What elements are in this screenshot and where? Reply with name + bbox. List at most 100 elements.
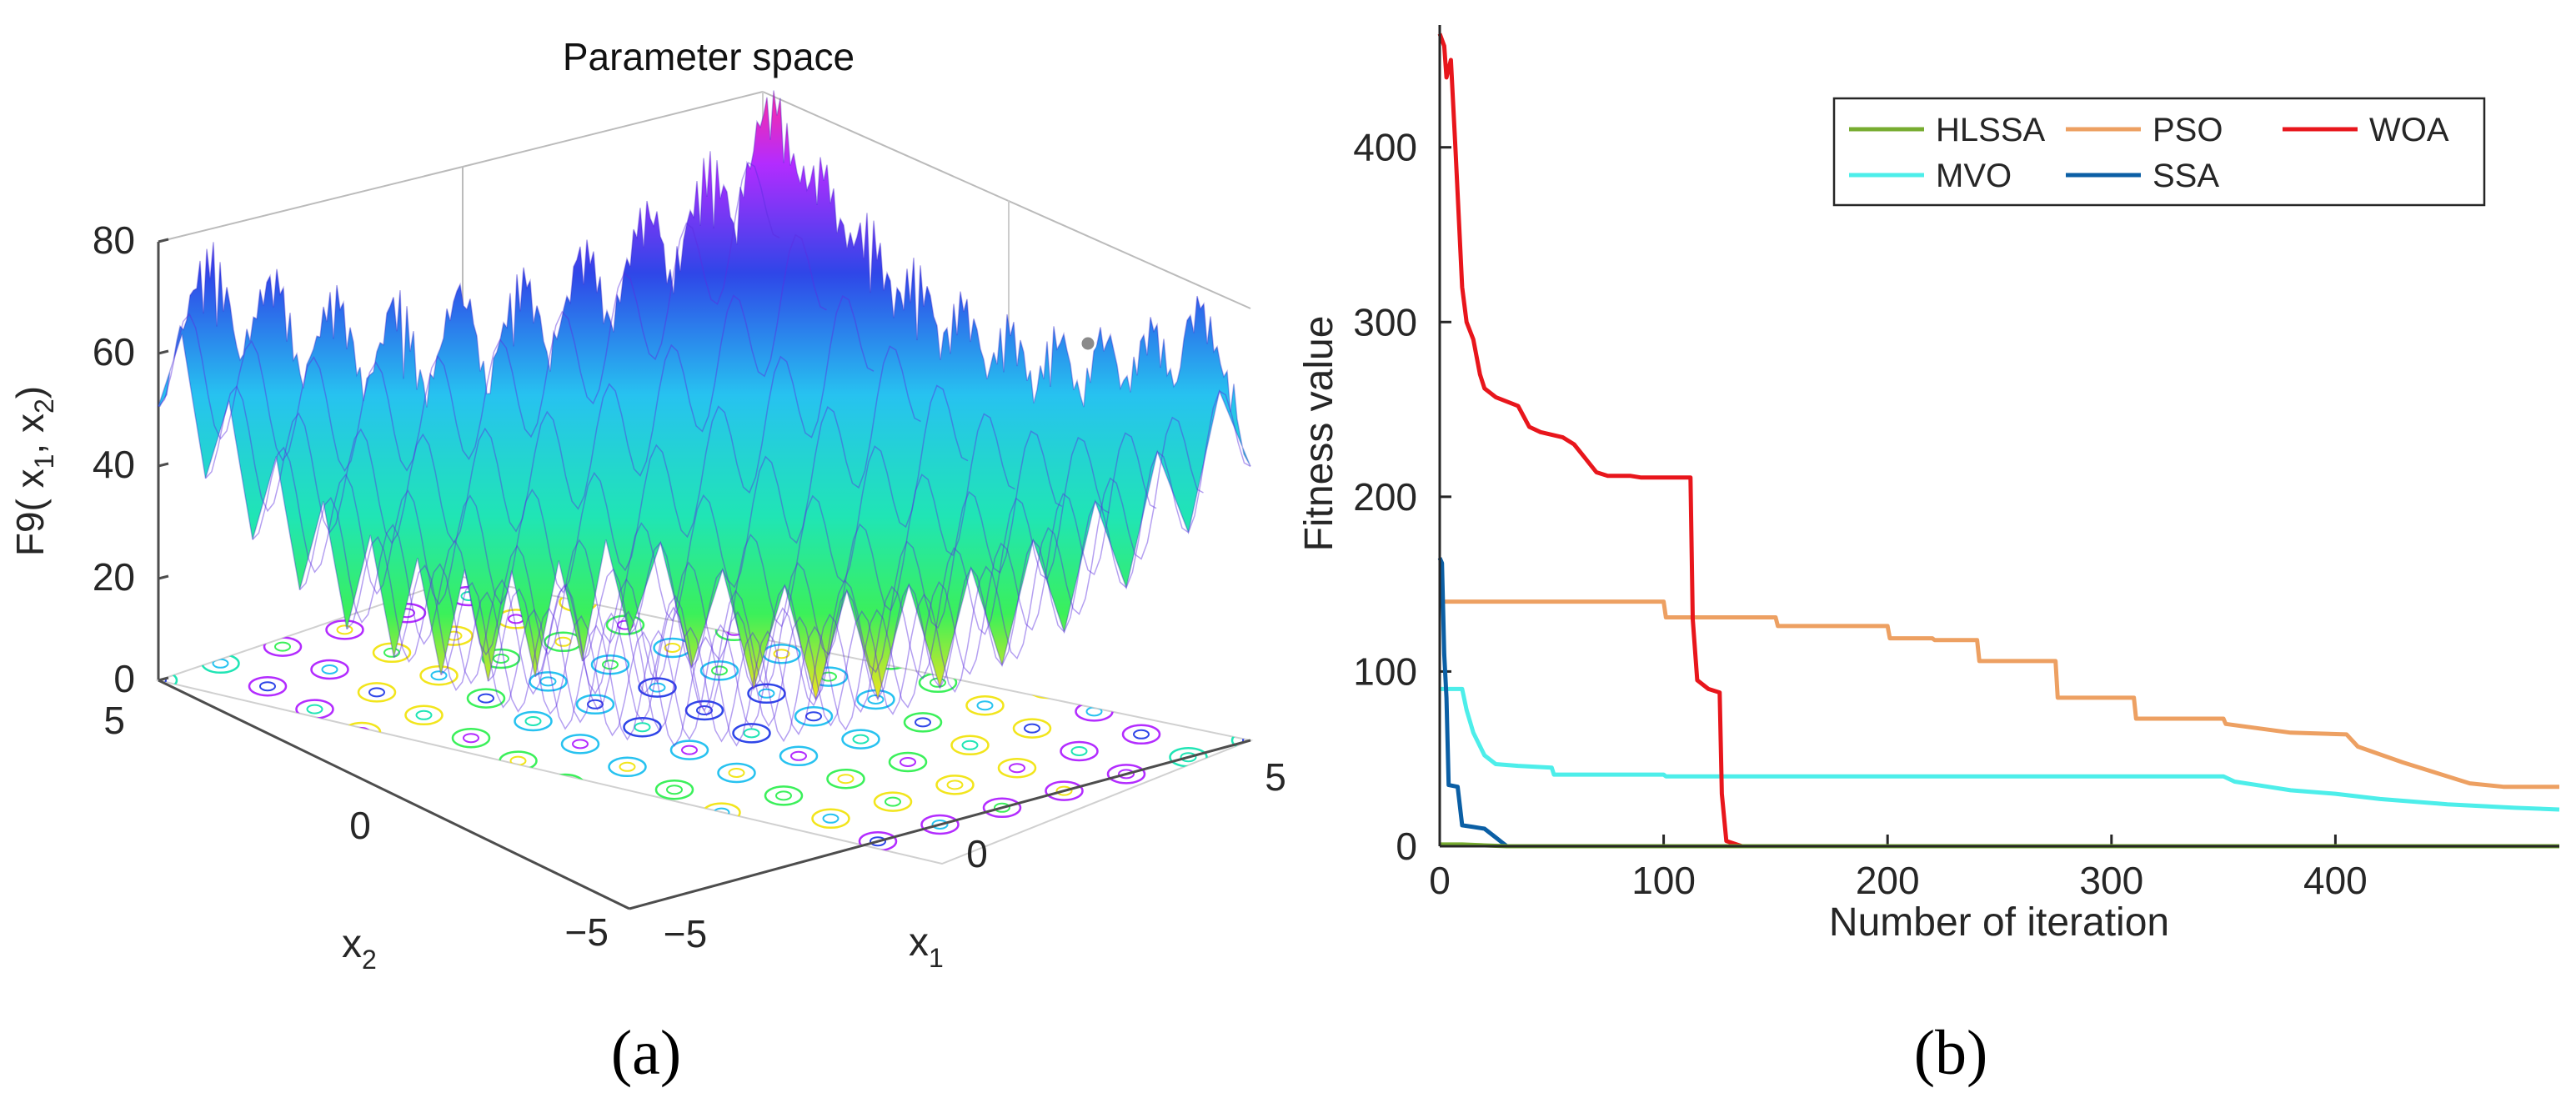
contour-ring	[524, 716, 542, 726]
contour-ring	[1045, 780, 1084, 801]
contour-ring	[867, 694, 885, 704]
rastrigin-surface	[157, 90, 1251, 702]
x1-axis: −5 0 5 x1	[664, 755, 1286, 973]
contour-ring	[888, 751, 928, 773]
x2-tick-label: 0	[349, 804, 371, 847]
contour-ring	[870, 836, 886, 847]
contour-ring	[578, 835, 617, 857]
contour-ring	[698, 847, 715, 858]
contour-ring	[903, 712, 943, 733]
contour-ring	[794, 705, 834, 727]
z-axis-label: F9( x1, x2)	[8, 386, 59, 556]
contour-ring	[915, 717, 931, 728]
contour-ring	[617, 619, 634, 630]
z-label-text: )	[8, 386, 52, 399]
contour-ring	[493, 654, 509, 664]
contour-ring	[946, 780, 964, 790]
contour-ring	[1242, 735, 1250, 745]
contour-ring	[484, 790, 523, 811]
z-tick-label: 0	[113, 657, 135, 700]
contour-ring	[1054, 644, 1070, 654]
contour-ring	[1090, 661, 1129, 683]
contour-ring	[545, 773, 585, 795]
x-axis-label: Number of iteration	[1829, 900, 2169, 945]
contour-ring	[1042, 639, 1082, 659]
surface-ridge	[440, 430, 1063, 741]
contour-ring	[982, 797, 1022, 819]
contour-ring	[494, 795, 512, 806]
contour-ring	[805, 711, 822, 722]
contour-ring	[589, 841, 606, 851]
legend-label-pso: PSO	[2153, 112, 2223, 148]
x-tick-label: 300	[2079, 859, 2143, 902]
surface-ridge	[393, 413, 1015, 724]
contour-ring	[419, 664, 459, 686]
contour-ring	[1106, 764, 1146, 785]
contour-ring	[634, 722, 651, 733]
contour-ring	[1118, 769, 1135, 780]
x1-label-sub: 1	[929, 943, 944, 973]
contour-ring	[1148, 689, 1165, 700]
surface-ridge	[204, 233, 827, 544]
contour-ring	[976, 700, 994, 711]
contour-ring	[557, 779, 574, 789]
contour-ring	[639, 819, 679, 840]
box-edge	[158, 166, 464, 243]
contour-ring	[1136, 684, 1176, 705]
contour-ring	[529, 671, 568, 692]
contour-ring	[822, 813, 839, 824]
contour-ring	[837, 774, 854, 785]
contour-ring	[1230, 729, 1250, 751]
surface-ridge	[629, 389, 1251, 701]
contour-ring	[764, 785, 804, 806]
z-tick-mark	[158, 238, 169, 243]
contour-ring	[389, 745, 428, 765]
contour-ring	[554, 636, 572, 647]
z-tick-label: 40	[93, 443, 135, 486]
contour-ring	[1012, 718, 1052, 739]
x1-tick-label: 5	[1265, 755, 1286, 799]
contour-ring	[212, 658, 229, 669]
x2-tick-label: −5	[565, 910, 609, 954]
contour-ring	[353, 727, 370, 737]
z-label-text: F9( x	[8, 469, 52, 556]
x-tick-label: 400	[2303, 859, 2368, 902]
contour-ring	[400, 750, 418, 760]
contour-ring	[696, 705, 713, 715]
contour-ring	[779, 745, 819, 767]
contour-ring	[649, 682, 666, 693]
contour-ring	[637, 865, 652, 873]
contour-ring	[619, 761, 636, 772]
contour-ring	[436, 767, 476, 789]
x2-label-sub: 2	[362, 945, 377, 975]
x1-axis-label: x1	[909, 920, 944, 973]
surface-ridge	[534, 432, 1157, 743]
contour-ring	[775, 790, 792, 801]
contour-ring	[587, 699, 604, 709]
legend-box	[1832, 97, 2486, 207]
x-axis-ticks: 0 100 200 300 400	[1429, 835, 2368, 902]
contour-ring	[593, 796, 632, 817]
x2-tick-label: 5	[103, 699, 125, 742]
contour-ring	[158, 669, 178, 691]
series-line-mvo	[1440, 686, 2560, 812]
z-label-sub: 2	[29, 399, 59, 414]
legend-label-hlssa: HLSSA	[1936, 112, 2045, 148]
z-tick-label: 80	[93, 218, 135, 262]
contour-ring	[530, 813, 570, 834]
contour-ring	[539, 676, 557, 687]
z-tick-mark	[158, 676, 169, 682]
legend-items: HLSSA PSO WOA MVO SSA	[1849, 112, 2449, 194]
contour-ring	[760, 830, 777, 840]
contour-ring	[885, 796, 901, 807]
contour-ring	[758, 688, 775, 699]
contour-ring	[1009, 763, 1025, 774]
contour-ring	[306, 704, 323, 714]
contour-ring	[608, 756, 647, 778]
contour-ring	[651, 824, 668, 835]
contour-ring	[383, 647, 400, 658]
z-tick-label: 60	[93, 330, 135, 374]
contour-ring	[415, 709, 433, 720]
series-line-ssa	[1437, 557, 2559, 849]
